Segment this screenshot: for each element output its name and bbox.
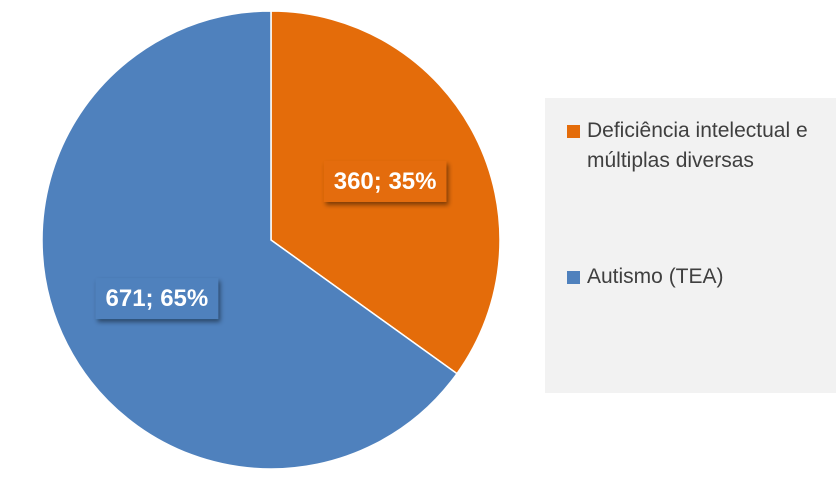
data-label-deficiencia: 360; 35% [323, 160, 447, 202]
data-label-text-autismo: 671; 65% [106, 285, 209, 312]
legend-entry-deficiencia: Deficiência intelectual e múltiplas dive… [567, 116, 832, 176]
legend-swatch-autismo [567, 271, 580, 284]
data-label-autismo: 671; 65% [95, 278, 219, 320]
legend-swatch-deficiencia [567, 125, 580, 138]
legend-label-deficiencia: Deficiência intelectual e múltiplas dive… [587, 119, 808, 172]
legend: Deficiência intelectual e múltiplas dive… [545, 98, 836, 393]
data-label-text-deficiencia: 360; 35% [334, 168, 437, 195]
pie-chart: 360; 35% 671; 65% [41, 10, 501, 470]
legend-entry-autismo: Autismo (TEA) [567, 262, 832, 292]
data-label-box-deficiencia [323, 160, 447, 202]
data-label-box-autismo [95, 278, 219, 320]
pie-slice-autismo [41, 10, 459, 470]
legend-label-autismo: Autismo (TEA) [587, 265, 724, 288]
